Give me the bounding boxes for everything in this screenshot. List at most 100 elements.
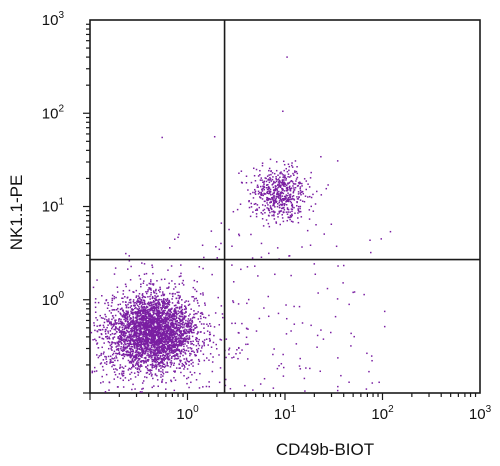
event-dot <box>113 341 115 344</box>
event-dot <box>295 180 297 182</box>
event-dot <box>122 386 125 388</box>
event-dot <box>133 312 135 314</box>
event-dot <box>161 136 163 139</box>
event-dot <box>150 317 152 319</box>
event-dot <box>180 310 182 313</box>
event-dot <box>161 340 164 342</box>
event-dot <box>127 306 130 309</box>
event-dot <box>101 365 104 368</box>
event-dot <box>117 310 120 313</box>
event-dot <box>135 321 137 323</box>
event-dot <box>180 349 183 351</box>
event-dot <box>165 341 168 343</box>
event-dot <box>288 255 290 257</box>
event-dot <box>165 343 168 345</box>
event-dot <box>155 354 157 357</box>
event-dot <box>141 317 143 319</box>
event-dot <box>156 379 159 381</box>
event-dot <box>164 347 167 349</box>
event-dot <box>203 332 206 334</box>
event-dot <box>155 289 157 292</box>
event-dot <box>190 350 193 353</box>
event-dot <box>126 342 129 345</box>
event-dot <box>111 297 113 300</box>
event-dot <box>137 345 139 348</box>
event-dot <box>261 179 263 181</box>
event-dot <box>138 338 141 340</box>
event-dot <box>262 194 265 197</box>
event-dot <box>281 214 283 216</box>
event-dot <box>147 353 149 355</box>
event-dot <box>161 380 163 382</box>
event-dot <box>248 200 250 203</box>
event-dot <box>157 327 159 330</box>
event-dot <box>168 358 171 361</box>
event-dot <box>263 307 265 309</box>
event-dot <box>109 362 111 364</box>
event-dot <box>140 283 142 286</box>
event-dot <box>157 327 160 330</box>
event-dot <box>165 334 167 337</box>
event-dot <box>261 164 264 167</box>
event-dot <box>147 290 149 293</box>
event-dot <box>190 348 193 350</box>
event-dot <box>153 310 156 312</box>
event-dot <box>285 203 288 206</box>
event-dot <box>149 350 151 353</box>
event-dot <box>295 343 298 345</box>
event-dot <box>152 339 154 342</box>
event-dot <box>291 203 294 206</box>
event-dot <box>120 318 122 321</box>
event-dot <box>120 347 122 350</box>
event-dot <box>121 326 124 328</box>
event-dot <box>130 321 132 323</box>
event-dot <box>155 304 157 306</box>
event-dot <box>130 334 132 337</box>
event-dot <box>160 334 163 336</box>
event-dot <box>162 312 165 315</box>
event-dot <box>123 347 125 349</box>
event-dot <box>127 312 130 314</box>
event-dot <box>155 364 157 366</box>
event-dot <box>282 183 285 186</box>
event-dot <box>285 333 288 335</box>
event-dot <box>171 307 173 310</box>
event-dot <box>142 312 144 315</box>
event-dot <box>233 356 235 358</box>
event-dot <box>128 331 131 333</box>
event-dot <box>160 373 162 376</box>
event-dot <box>288 169 290 172</box>
event-dot <box>277 193 280 196</box>
event-dot <box>273 204 275 207</box>
event-dot <box>145 318 147 320</box>
event-dot <box>210 346 213 348</box>
event-dot <box>146 284 148 286</box>
event-dot <box>131 352 134 355</box>
event-dot <box>263 186 266 189</box>
event-dot <box>138 321 140 323</box>
event-dot <box>154 317 157 320</box>
event-dot <box>181 337 184 340</box>
event-dot <box>163 325 166 327</box>
event-dot <box>370 355 373 357</box>
event-dot <box>284 182 286 185</box>
event-dot <box>178 297 180 300</box>
event-dot <box>197 332 199 334</box>
event-dot <box>111 301 113 304</box>
event-dot <box>267 188 270 190</box>
event-dot <box>184 312 186 314</box>
event-dot <box>146 302 149 305</box>
event-dot <box>254 265 256 267</box>
event-dot <box>143 322 145 324</box>
event-dot <box>161 365 163 367</box>
event-dot <box>159 332 161 334</box>
event-dot <box>272 176 274 178</box>
event-dot <box>166 362 169 365</box>
event-dot <box>160 312 162 314</box>
event-dot <box>181 308 184 311</box>
event-dot <box>116 307 119 310</box>
event-dot <box>138 339 141 341</box>
event-dot <box>225 356 227 359</box>
event-dot <box>286 207 289 209</box>
event-dot <box>154 373 157 375</box>
